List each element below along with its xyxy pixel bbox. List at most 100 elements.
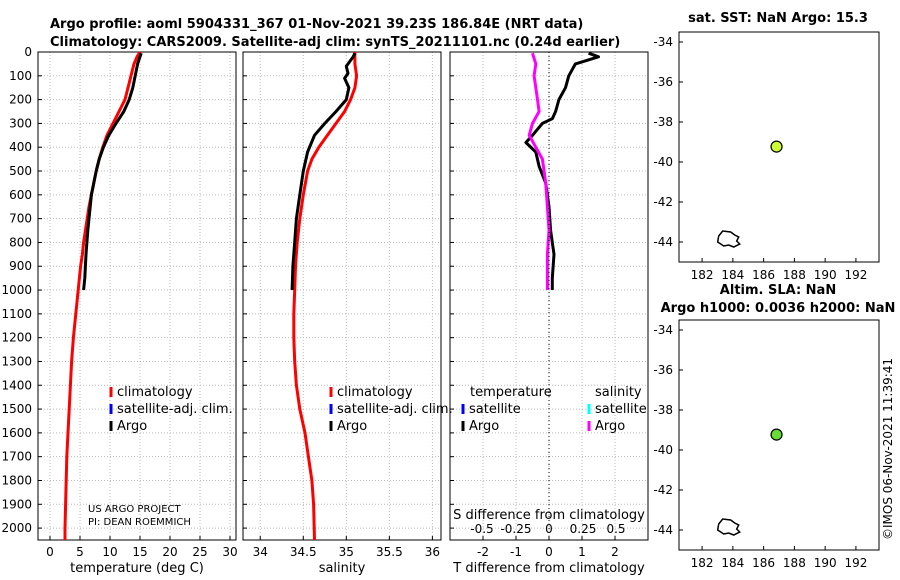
plot-frame [37, 51, 237, 541]
map-y-tick-label: -44 [653, 235, 673, 249]
x-tick-label: -1 [510, 545, 522, 559]
salinity-tick-label: 0.25 [570, 522, 597, 536]
map-y-tick-label: -40 [653, 155, 673, 169]
x-tick-label: 30 [222, 545, 237, 559]
series-line-argo [290, 52, 357, 291]
x-tick-label: -2 [477, 545, 489, 559]
legend-label: satellite-adj. clim. [117, 402, 233, 417]
x-axis-label: T difference from climatology [452, 561, 645, 576]
map-x-tick-label: 186 [752, 268, 775, 282]
depth-tick-label: 800 [9, 235, 32, 249]
map-x-tick-label: 184 [721, 556, 744, 570]
legend-label: Argo [117, 419, 147, 434]
x-axis-label: salinity [319, 561, 366, 576]
map-y-tick-label: -36 [653, 75, 673, 89]
legend-title-temperature: temperature [470, 385, 552, 400]
series-line-argo-temperature [524, 51, 600, 290]
difference-profile-plot: -2 -1 0 1 2 T difference from climatology S di… [449, 51, 649, 576]
x-axis-label-salinity: S difference from climatology [453, 508, 645, 523]
legend-label: climatology [117, 385, 193, 400]
depth-tick-label: 1500 [1, 402, 32, 416]
depth-tick-label: 500 [9, 164, 32, 178]
x-tick-label: 36 [425, 545, 440, 559]
map-y-tick-label: -34 [653, 35, 673, 49]
depth-tick-label: 1000 [1, 283, 32, 297]
map-x-tick-label: 182 [691, 556, 714, 570]
legend-label: satellite [469, 402, 521, 417]
salinity-tick-label: 0.5 [606, 522, 625, 536]
depth-tick-label: 200 [9, 93, 32, 107]
plot-frame [242, 51, 442, 541]
x-tick-label: 0 [545, 545, 553, 559]
map-subtitle: Argo h1000: 0.0036 h2000: NaN [661, 301, 896, 316]
map-title: Altim. SLA: NaN [720, 283, 836, 298]
depth-tick-label: 1100 [1, 307, 32, 321]
map-x-tick-label: 188 [783, 556, 806, 570]
legend-label: climatology [337, 385, 413, 400]
x-tick-label: 1 [578, 545, 586, 559]
timestamp: ©IMOS 06-Nov-2021 11:39:41 [881, 358, 895, 540]
x-tick-label: 2 [611, 545, 619, 559]
x-tick-label: 35.5 [376, 545, 403, 559]
legend-label: satellite-adj. clim. [337, 402, 453, 417]
coastline [716, 518, 741, 536]
x-tick-label: 34 [253, 545, 268, 559]
salinity-tick-label: -0.5 [470, 522, 493, 536]
map-y-tick-label: -40 [653, 443, 673, 457]
depth-tick-label: 1300 [1, 354, 32, 368]
temperature-profile-plot: 0 5 10 15 20 25 300100200300400500600700800900… [1, 45, 237, 576]
salinity-tick-label: 0 [545, 522, 553, 536]
legend-label: Argo [337, 419, 367, 434]
depth-tick-label: 400 [9, 140, 32, 154]
credit-pi: PI: DEAN ROEMMICH [88, 517, 191, 528]
map-y-tick-label: -38 [653, 403, 673, 417]
depth-tick-label: 1900 [1, 497, 32, 511]
map-x-tick-label: 182 [691, 268, 714, 282]
map-x-tick-label: 188 [783, 268, 806, 282]
map-y-tick-label: -44 [653, 523, 673, 537]
depth-tick-label: 2000 [1, 521, 32, 535]
series-line-argo [82, 52, 143, 291]
x-tick-label: 34.5 [290, 545, 317, 559]
legend-label: Argo [595, 419, 625, 434]
map-title: sat. SST: NaN Argo: 15.3 [688, 11, 868, 26]
depth-tick-label: 900 [9, 259, 32, 273]
depth-tick-label: 1700 [1, 450, 32, 464]
series-line-climatology [63, 51, 142, 540]
salinity-tick-label: -0.25 [500, 522, 531, 536]
map-x-tick-label: 190 [814, 556, 837, 570]
salinity-profile-plot: 34 34.5 35 35.5 36 salinity climatology satelli… [242, 51, 453, 576]
sat-sst-map: sat. SST: NaN Argo: 15.3 182 184 186 188 190 1… [653, 11, 880, 282]
series-line-argo-salinity [527, 52, 551, 290]
map-x-tick-label: 192 [844, 268, 867, 282]
depth-tick-label: 700 [9, 212, 32, 226]
legend-title-salinity: salinity [595, 385, 642, 400]
depth-tick-label: 0 [24, 45, 32, 59]
map-y-tick-label: -38 [653, 115, 673, 129]
map-x-tick-label: 190 [814, 268, 837, 282]
x-tick-label: 20 [162, 545, 177, 559]
depth-tick-label: 1200 [1, 331, 32, 345]
title-line-2: Climatology: CARS2009. Satellite-adj cli… [50, 35, 620, 50]
map-x-tick-label: 186 [752, 556, 775, 570]
altim-sla-map: Altim. SLA: NaN Argo h1000: 0.0036 h2000:… [653, 283, 895, 570]
map-y-tick-label: -42 [653, 195, 673, 209]
argo-location-marker [770, 428, 783, 441]
x-tick-label: 35 [339, 545, 354, 559]
legend-label: Argo [469, 419, 499, 434]
map-frame [678, 319, 880, 551]
credit-project: US ARGO PROJECT [88, 504, 182, 515]
x-tick-label: 25 [192, 545, 207, 559]
legend-label: satellite [595, 402, 647, 417]
argo-location-marker [770, 140, 783, 153]
map-x-tick-label: 184 [721, 268, 744, 282]
title-line-1: Argo profile: aoml 5904331_367 01-Nov-20… [50, 17, 583, 32]
depth-tick-label: 100 [9, 69, 32, 83]
x-tick-label: 0 [46, 545, 54, 559]
x-axis-label: temperature (deg C) [70, 561, 204, 576]
depth-tick-label: 1400 [1, 378, 32, 392]
x-tick-label: 15 [132, 545, 147, 559]
series-line-climatology [292, 52, 359, 541]
depth-tick-label: 1800 [1, 473, 32, 487]
